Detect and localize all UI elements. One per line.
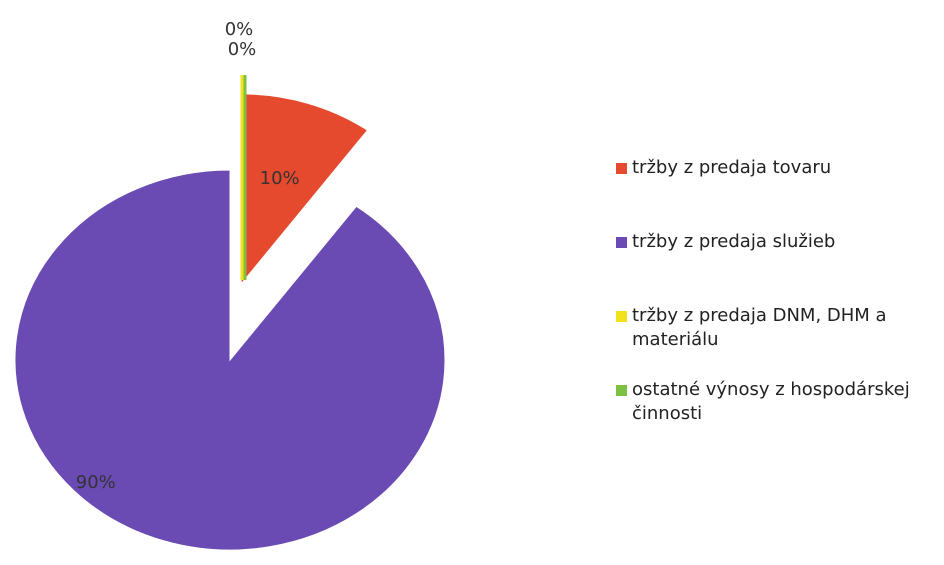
pie-slice — [14, 169, 446, 551]
legend: tržby z predaja tovaru tržby z predaja sl… — [616, 156, 934, 452]
legend-item: tržby z predaja DNM, DHM a materiálu — [616, 304, 934, 352]
legend-label: tržby z predaja DNM, DHM a materiálu — [632, 305, 887, 350]
legend-item: tržby z predaja služieb — [616, 230, 934, 278]
legend-label: tržby z predaja služieb — [632, 231, 836, 252]
legend-swatch — [616, 237, 627, 248]
pie-slice — [240, 93, 369, 286]
legend-item: tržby z predaja tovaru — [616, 156, 934, 204]
data-label: 0% — [228, 39, 257, 60]
legend-label: ostatné výnosy z hospodárskej činnosti — [632, 379, 910, 424]
data-label: 0% — [225, 19, 254, 40]
legend-item: ostatné výnosy z hospodárskej činnosti — [616, 378, 934, 426]
data-label: 90% — [76, 472, 116, 493]
legend-swatch — [616, 311, 627, 322]
data-label: 10% — [260, 168, 300, 189]
legend-swatch — [616, 163, 627, 174]
legend-label: tržby z predaja tovaru — [632, 157, 832, 178]
legend-swatch — [616, 385, 627, 396]
